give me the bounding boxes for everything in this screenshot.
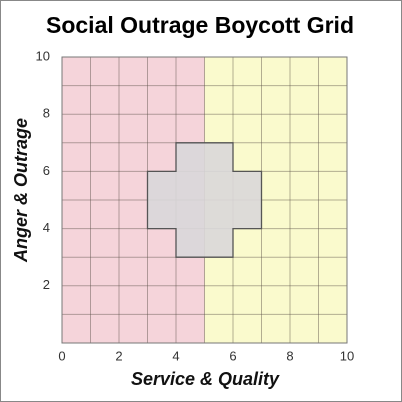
y-tick-label: 4 bbox=[43, 220, 50, 235]
y-tick-label: 6 bbox=[43, 163, 50, 178]
x-tick-label: 6 bbox=[229, 348, 236, 363]
y-tick-label: 8 bbox=[43, 106, 50, 121]
x-tick-label: 10 bbox=[340, 348, 354, 363]
chart-title: Social Outrage Boycott Grid bbox=[46, 12, 354, 38]
plot-frame bbox=[61, 56, 348, 344]
x-tick-label: 4 bbox=[172, 348, 179, 363]
cross-shape bbox=[146, 142, 263, 258]
y-tick-label: 10 bbox=[36, 48, 50, 63]
x-tick-label: 8 bbox=[286, 348, 293, 363]
x-tick-label: 0 bbox=[58, 348, 65, 363]
x-tick-label: 2 bbox=[115, 348, 122, 363]
y-tick-label: 2 bbox=[43, 277, 50, 292]
y-axis-label: Anger & Outrage bbox=[11, 118, 31, 263]
x-axis-label: Service & Quality bbox=[131, 369, 280, 389]
